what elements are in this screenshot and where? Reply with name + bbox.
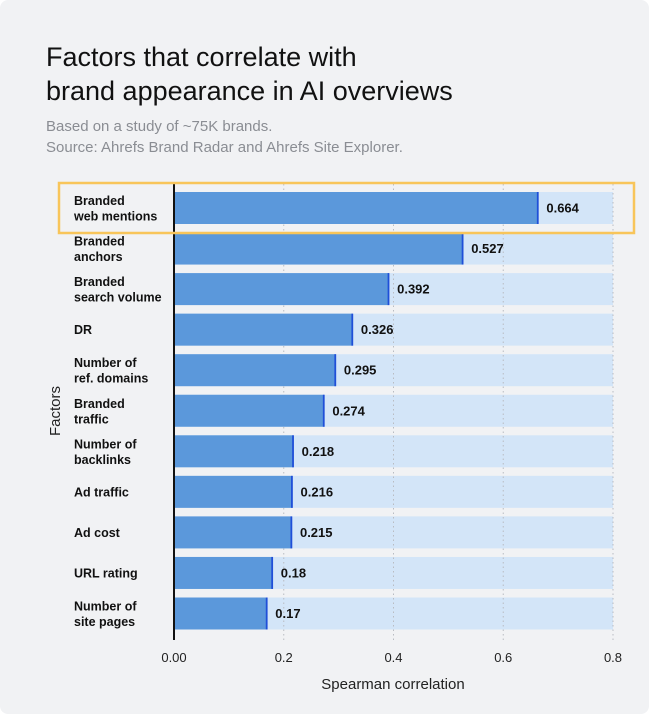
subtitle-line-1: Based on a study of ~75K brands. xyxy=(46,118,273,135)
value-label: 0.664 xyxy=(546,201,579,216)
category-label: Number of xyxy=(74,600,137,614)
x-tick-label: 0.8 xyxy=(604,650,622,665)
bar-end-marker xyxy=(265,597,268,630)
category-label: Number of xyxy=(74,437,137,451)
bar-end-marker xyxy=(291,475,293,508)
bar xyxy=(174,354,336,387)
x-tick-label: 0.6 xyxy=(494,650,512,665)
value-label: 0.295 xyxy=(344,363,377,378)
value-label: 0.215 xyxy=(300,525,333,540)
bar xyxy=(174,273,390,306)
category-label: site pages xyxy=(74,615,135,629)
y-axis-label: Factors xyxy=(47,386,64,436)
x-tick-label: 0.00 xyxy=(161,650,186,665)
bar-end-marker xyxy=(387,273,390,306)
bar xyxy=(174,556,273,589)
bar xyxy=(174,435,294,468)
title-line-1: Factors that correlate with xyxy=(46,42,357,72)
bar-end-marker xyxy=(290,516,293,549)
category-label: DR xyxy=(74,323,92,337)
value-label: 0.18 xyxy=(281,565,306,580)
chart-subtitle: Based on a study of ~75K brands. Source:… xyxy=(46,116,403,158)
category-label: traffic xyxy=(74,412,109,426)
value-label: 0.218 xyxy=(302,444,335,459)
category-label: web mentions xyxy=(73,210,157,224)
chart-title: Factors that correlate with brand appear… xyxy=(46,40,453,108)
bar xyxy=(174,516,292,549)
value-label: 0.527 xyxy=(471,241,504,256)
value-label: 0.274 xyxy=(332,403,365,418)
subtitle-line-2: Source: Ahrefs Brand Radar and Ahrefs Si… xyxy=(46,139,403,156)
category-label: backlinks xyxy=(74,453,131,467)
category-label: search volume xyxy=(74,291,162,305)
category-label: URL rating xyxy=(74,566,138,580)
value-label: 0.17 xyxy=(275,606,300,621)
x-axis-label: Spearman correlation xyxy=(321,676,464,693)
x-tick-label: 0.2 xyxy=(275,650,293,665)
category-label: ref. domains xyxy=(74,372,148,386)
bar-end-marker xyxy=(536,192,539,224)
category-label: Branded xyxy=(74,194,125,208)
category-label: Branded xyxy=(74,397,125,411)
bar-end-marker xyxy=(292,435,294,468)
value-label: 0.392 xyxy=(397,282,430,297)
bar-end-marker xyxy=(351,313,354,346)
value-label: 0.216 xyxy=(301,484,334,499)
bar-end-marker xyxy=(461,232,464,265)
bar xyxy=(174,313,353,346)
category-label: Number of xyxy=(74,356,137,370)
category-label: anchors xyxy=(74,250,123,264)
category-label: Branded xyxy=(74,235,125,249)
bar-end-marker xyxy=(334,354,337,387)
bar-end-marker xyxy=(271,556,274,589)
bar xyxy=(174,394,325,427)
category-label: Ad cost xyxy=(74,526,121,540)
x-tick-label: 0.4 xyxy=(384,650,402,665)
bar xyxy=(174,232,464,265)
category-label: Ad traffic xyxy=(74,485,129,499)
bar xyxy=(174,597,268,630)
bar xyxy=(174,475,293,508)
bar xyxy=(174,192,539,224)
bar-end-marker xyxy=(322,394,325,427)
value-label: 0.326 xyxy=(361,322,394,337)
title-line-2: brand appearance in AI overviews xyxy=(46,76,453,106)
category-label: Branded xyxy=(74,275,125,289)
highlight-box xyxy=(57,181,636,235)
